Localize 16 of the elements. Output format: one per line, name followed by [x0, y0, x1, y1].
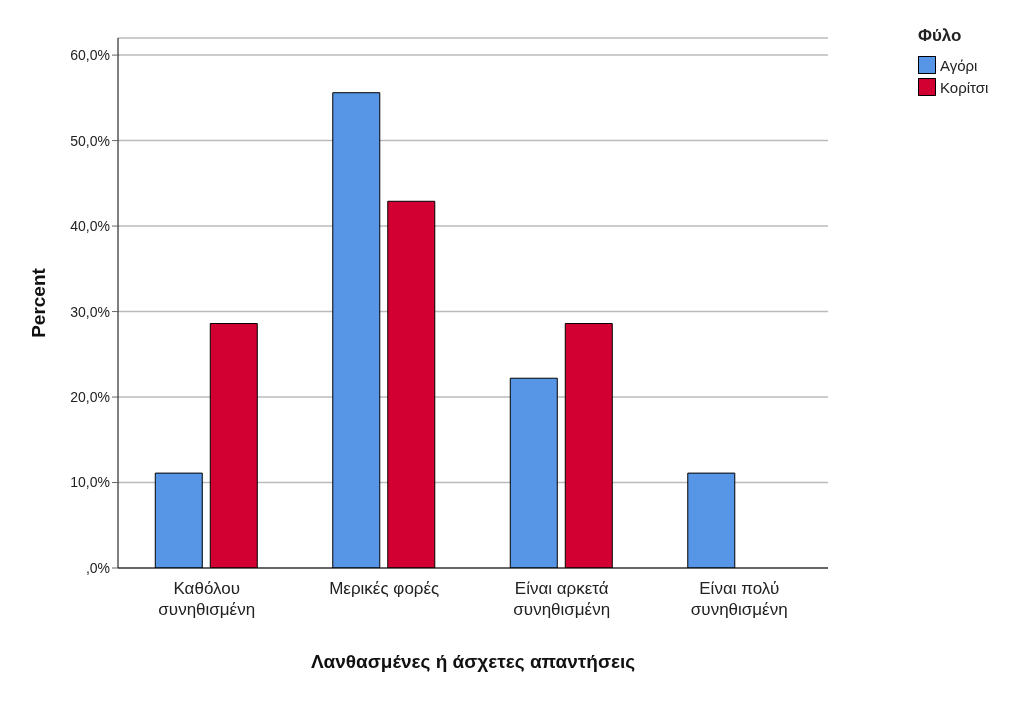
y-tick-label: 50,0% [70, 132, 110, 149]
x-tick-label: Μερικές φορές [329, 579, 440, 598]
x-tick-label: Είναι πολύ συνηθισμένη [690, 579, 788, 619]
x-tick-label: Καθόλου συνηθισμένη [158, 579, 256, 619]
legend-title: Φύλο [918, 26, 963, 46]
legend-label: Αγόρι [940, 56, 978, 74]
y-tick-label: 40,0% [70, 218, 110, 235]
y-tick-label: 10,0% [70, 474, 110, 491]
x-axis-title: Λανθασμένες ή άσχετες απαντήσεις [310, 651, 636, 672]
y-tick-label: 30,0% [70, 303, 110, 320]
y-axis-title: Percent [27, 267, 49, 338]
legend-label: Κορίτσι [940, 78, 989, 96]
x-tick-label: Είναι αρκετά συνηθισμένη [513, 579, 611, 619]
y-tick-label: ,0% [85, 559, 110, 576]
y-tick-label: 20,0% [70, 389, 110, 405]
y-tick-label: 60,0% [70, 47, 110, 64]
